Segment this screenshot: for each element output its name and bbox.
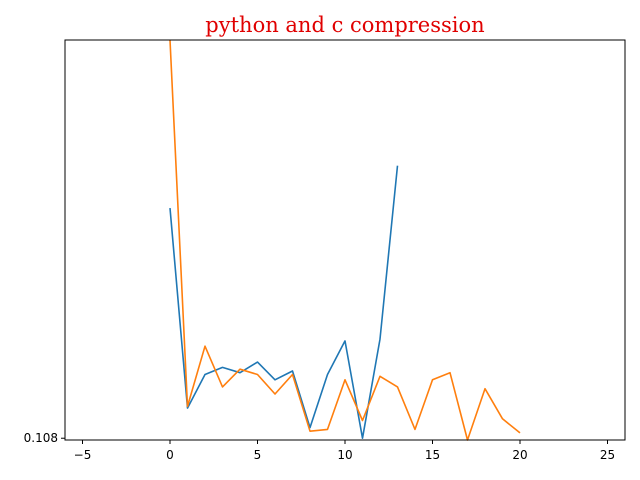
series-line-2 bbox=[169, 39, 521, 441]
x-tick-label: 20 bbox=[512, 448, 527, 462]
series-line-1 bbox=[169, 165, 399, 440]
axis-layer: −5 0 5 10 15 20 25 0.108 bbox=[24, 431, 616, 462]
chart-title: python and c compression bbox=[205, 13, 484, 37]
x-tick-label: 15 bbox=[425, 448, 440, 462]
x-tick-label: 0 bbox=[166, 448, 174, 462]
y-tick-label: 0.108 bbox=[24, 431, 58, 445]
x-tick-label: 10 bbox=[337, 448, 352, 462]
x-tick-label: −5 bbox=[74, 448, 92, 462]
series-layer bbox=[169, 39, 521, 441]
plot-area-frame bbox=[64, 39, 626, 441]
x-tick-label: 25 bbox=[600, 448, 615, 462]
x-tick-label: 5 bbox=[254, 448, 262, 462]
